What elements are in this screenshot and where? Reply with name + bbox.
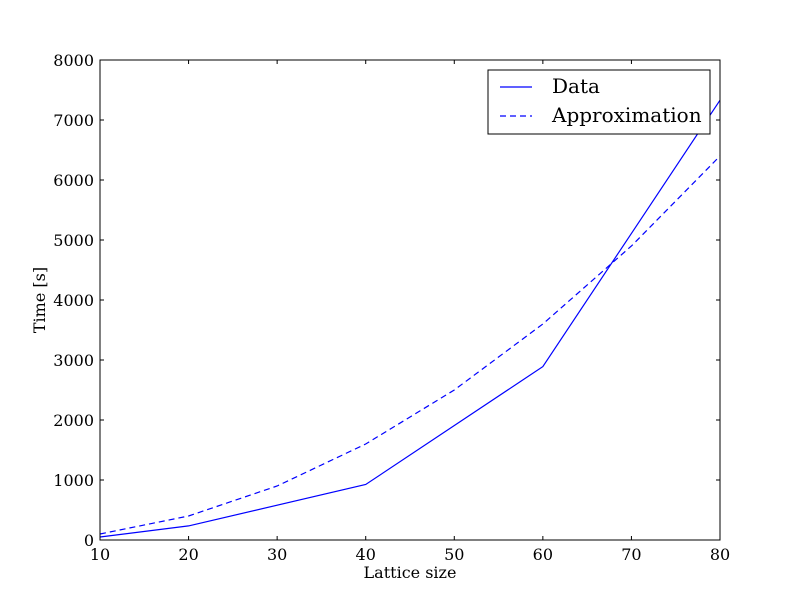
y-tick-label: 6000 [53, 171, 94, 190]
series-line-approximation [99, 155, 721, 535]
x-tick-label: 40 [356, 545, 376, 564]
y-tick-label: 0 [84, 531, 94, 550]
x-tick-label: 80 [710, 545, 730, 564]
plot-frame [99, 59, 721, 541]
y-tick-label: 8000 [53, 51, 94, 70]
y-tick-labels: 0 1000 2000 3000 4000 5000 6000 7000 8000 [53, 51, 94, 550]
y-tick-label: 5000 [53, 231, 94, 250]
x-tick-label: 70 [621, 545, 641, 564]
plot-background [100, 60, 720, 540]
x-tick-label: 30 [267, 545, 287, 564]
x-tick-label: 60 [533, 545, 553, 564]
legend-label-data: Data [552, 74, 600, 98]
y-tick-label: 7000 [53, 111, 94, 130]
x-tick-label: 10 [90, 545, 110, 564]
y-axis-label: Time [s] [30, 267, 49, 333]
y-tick-label: 2000 [53, 411, 94, 430]
x-tick-label: 50 [444, 545, 464, 564]
legend-box [487, 69, 711, 135]
y-tick-label: 4000 [53, 291, 94, 310]
plot-area [99, 59, 721, 541]
legend-label-approximation: Approximation [551, 103, 702, 127]
x-tick-label: 20 [178, 545, 198, 564]
legend: Data Approximation [487, 69, 711, 135]
x-tick-labels: 10 20 30 40 50 60 70 80 [90, 545, 730, 564]
y-tick-label: 1000 [53, 471, 94, 490]
y-tick-label: 3000 [53, 351, 94, 370]
x-axis-label: Lattice size [364, 563, 457, 582]
